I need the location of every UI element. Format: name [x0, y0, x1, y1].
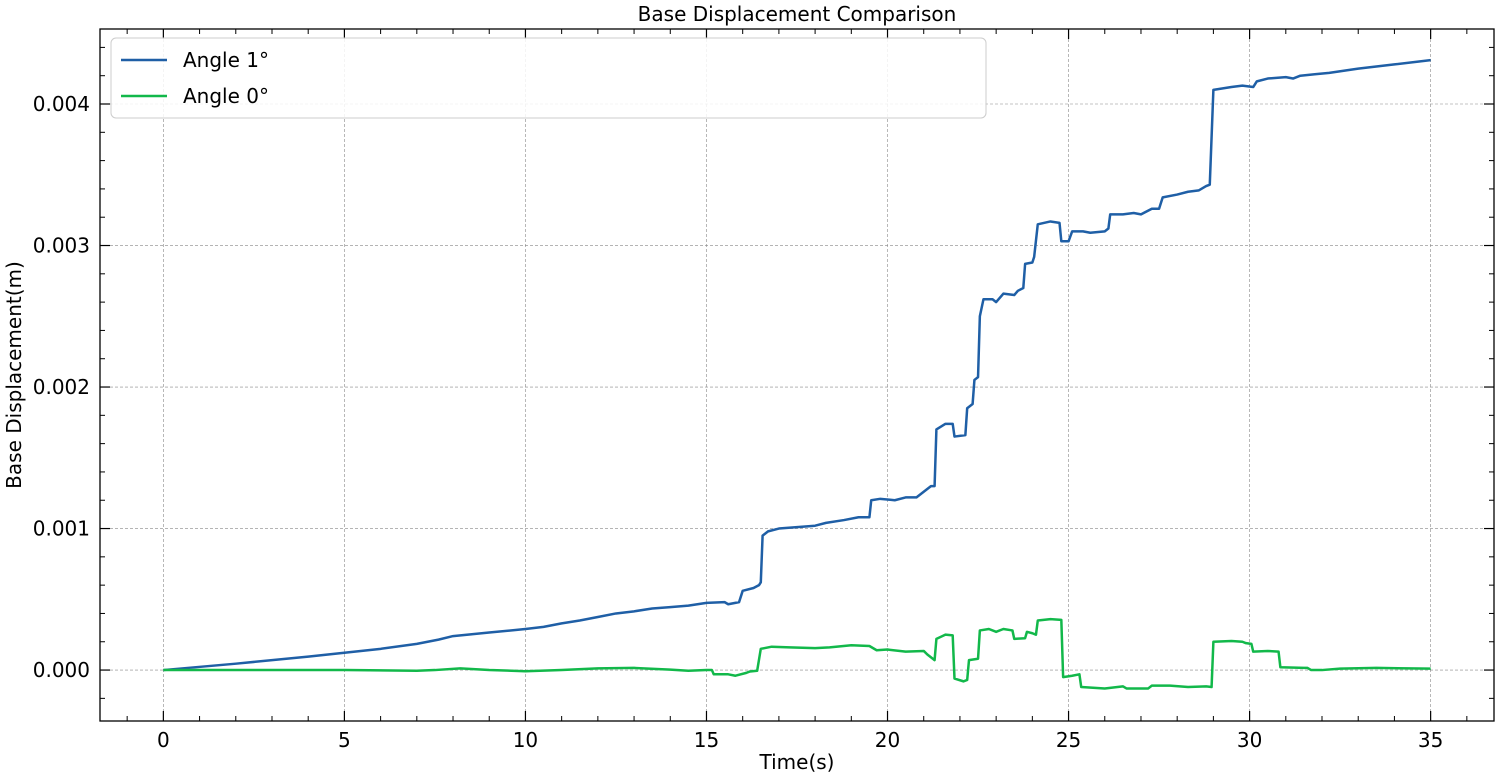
- y-tick-label: 0.001: [33, 517, 90, 541]
- y-tick-label: 0.000: [33, 658, 90, 682]
- legend-box: [110, 37, 987, 119]
- y-tick-label: 0.002: [33, 375, 90, 399]
- plot-frame: [99, 28, 1495, 722]
- ticks: [100, 29, 1494, 721]
- x-tick-label: 5: [338, 728, 351, 752]
- y-axis-label: Base Displacement(m): [2, 261, 26, 489]
- x-tick-label: 25: [1056, 728, 1081, 752]
- x-axis-label: Time(s): [759, 750, 835, 774]
- x-tick-label: 15: [694, 728, 719, 752]
- x-tick-label: 10: [513, 728, 538, 752]
- grid: [100, 29, 1494, 721]
- series-line-1: [163, 617, 1431, 690]
- legend-label-angle-1: Angle 1°: [183, 48, 269, 72]
- legend: Angle 1° Angle 0°: [110, 37, 987, 119]
- y-tick-label: 0.003: [33, 234, 90, 258]
- series-line-0: [163, 58, 1431, 672]
- x-tick-label: 0: [157, 728, 170, 752]
- x-tick-label: 20: [875, 728, 900, 752]
- tick-labels: 0 5 10 15 20 25 30 35 0.000 0.001 0.002 0.003 0.004: [33, 92, 1444, 752]
- chart-title: Base Displacement Comparison: [638, 2, 957, 26]
- series-layer: [163, 58, 1431, 690]
- x-tick-label: 30: [1237, 728, 1262, 752]
- x-tick-label: 35: [1418, 728, 1443, 752]
- legend-label-angle-0: Angle 0°: [183, 84, 269, 108]
- y-tick-label: 0.004: [33, 92, 90, 116]
